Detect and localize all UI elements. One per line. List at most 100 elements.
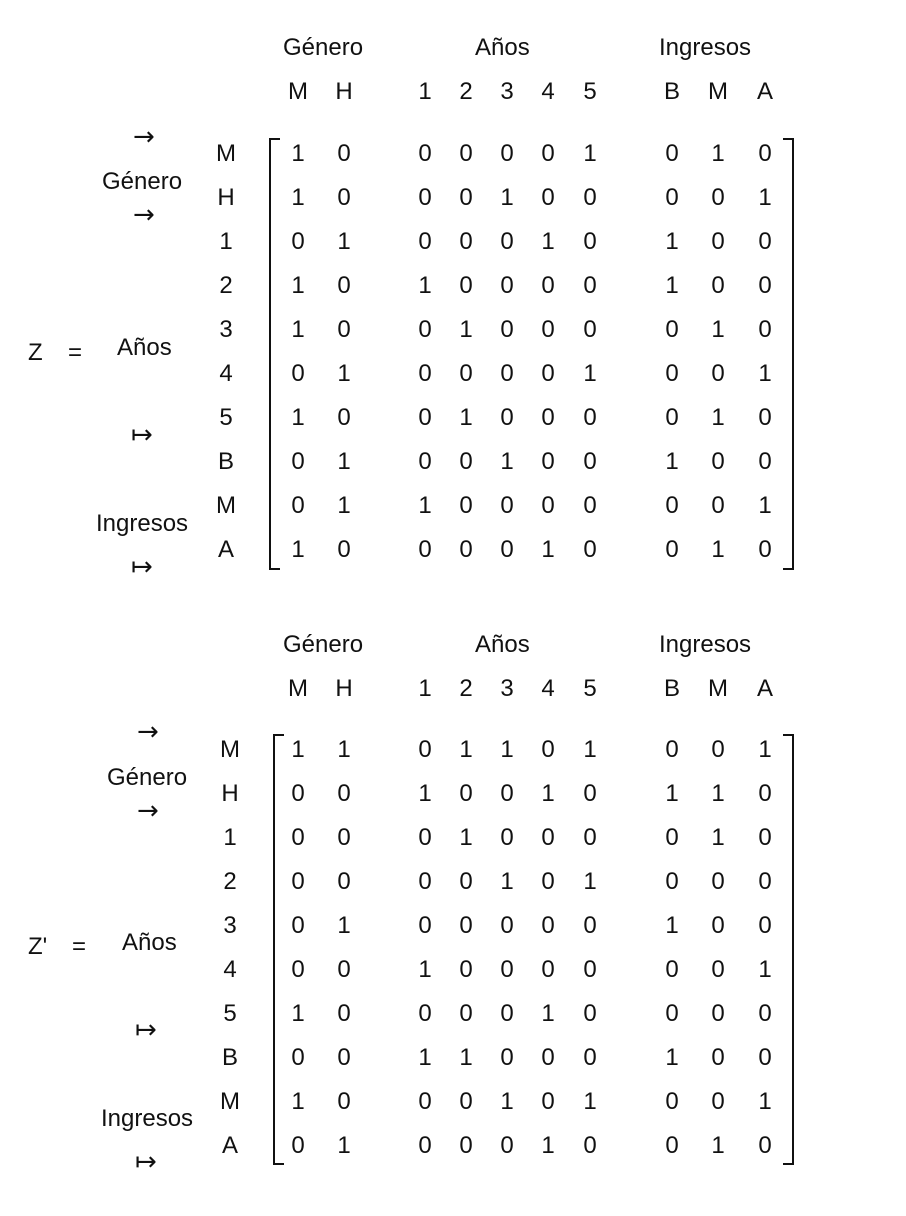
matrix-cell: 0 [583, 404, 597, 431]
matrix-cell: 0 [583, 956, 597, 983]
col-label: M [708, 78, 728, 105]
row-label: B [221, 1044, 239, 1071]
col-label: B [663, 675, 681, 702]
matrix-cell: 1 [665, 780, 679, 807]
matrix-cell: 1 [459, 404, 473, 431]
matrix-right-bracket [783, 138, 794, 570]
matrix-cell: 0 [291, 1044, 305, 1071]
row-label: 4 [223, 956, 237, 983]
matrix-cell: 0 [541, 360, 555, 387]
matrix-z-prime: Género Años Ingresos M H 1 2 3 4 5 B M A… [0, 596, 906, 1192]
matrix-cell: 0 [541, 272, 555, 299]
col-label: 4 [541, 78, 555, 105]
matrix-cell: 0 [665, 404, 679, 431]
matrix-cell: 1 [459, 1044, 473, 1071]
col-label: M [288, 675, 308, 702]
matrix-cell: 1 [291, 140, 305, 167]
matrix-cell: 0 [541, 1088, 555, 1115]
matrix-cell: 1 [758, 492, 772, 519]
matrix-cell: 0 [758, 272, 772, 299]
col-group-ingresos: Ingresos [659, 34, 752, 61]
matrix-cell: 0 [541, 1044, 555, 1071]
matrix-cell: 0 [337, 140, 351, 167]
matrix-cell: 0 [583, 536, 597, 563]
row-label: 5 [223, 1000, 237, 1027]
row-label: A [221, 1132, 239, 1159]
row-group-genero: Género [102, 168, 183, 195]
matrix-cell: 0 [583, 228, 597, 255]
matrix-cell: 0 [665, 360, 679, 387]
matrix-cell: 0 [459, 272, 473, 299]
matrix-cell: 0 [291, 824, 305, 851]
matrix-cell: 1 [291, 1088, 305, 1115]
matrix-cell: 0 [459, 360, 473, 387]
col-group-genero: Género [283, 631, 364, 658]
matrix-cell: 0 [418, 360, 432, 387]
row-label: 3 [219, 316, 233, 343]
matrix-cell: 0 [665, 956, 679, 983]
matrix-cell: 1 [711, 140, 725, 167]
equals-sign: = [68, 339, 83, 366]
matrix-cell: 1 [337, 912, 351, 939]
matrix-cell: 0 [583, 316, 597, 343]
matrix-cell: 0 [665, 492, 679, 519]
matrix-cell: 0 [418, 448, 432, 475]
matrix-cell: 0 [583, 1132, 597, 1159]
matrix-cell: 0 [418, 868, 432, 895]
matrix-cell: 0 [665, 140, 679, 167]
matrix-cell: 1 [665, 448, 679, 475]
matrix-cell: 1 [291, 1000, 305, 1027]
matrix-cell: 1 [711, 1132, 725, 1159]
right-arrow-icon: → [137, 717, 159, 747]
matrix-cell: 1 [500, 184, 514, 211]
matrix-cell: 0 [500, 1044, 514, 1071]
matrix-cell: 0 [418, 824, 432, 851]
matrix-cell: 0 [291, 360, 305, 387]
matrix-cell: 1 [418, 492, 432, 519]
right-arrow-icon: → [137, 796, 159, 826]
matrix-cell: 1 [758, 1088, 772, 1115]
matrix-cell: 0 [291, 228, 305, 255]
matrix-cell: 1 [758, 736, 772, 763]
matrix-cell: 0 [541, 184, 555, 211]
matrix-cell: 1 [337, 1132, 351, 1159]
col-label: B [663, 78, 681, 105]
matrix-cell: 0 [337, 1044, 351, 1071]
matrix-cell: 0 [758, 404, 772, 431]
matrix-cell: 1 [291, 272, 305, 299]
row-group-anos: Años [122, 929, 177, 956]
matrix-cell: 0 [500, 780, 514, 807]
matrix-cell: 1 [711, 316, 725, 343]
matrix-cell: 0 [711, 272, 725, 299]
matrix-cell: 1 [541, 228, 555, 255]
matrix-cell: 1 [500, 868, 514, 895]
matrix-cell: 1 [758, 956, 772, 983]
right-arrow-icon: → [133, 122, 155, 152]
row-label: 2 [223, 868, 237, 895]
matrix-cell: 0 [711, 736, 725, 763]
matrix-cell: 0 [500, 536, 514, 563]
matrix-cell: 0 [541, 492, 555, 519]
matrix-cell: 1 [665, 228, 679, 255]
matrix-cell: 0 [711, 1044, 725, 1071]
row-label: H [221, 780, 239, 807]
col-label: A [756, 675, 774, 702]
matrix-cell: 0 [583, 184, 597, 211]
matrix-cell: 0 [500, 1000, 514, 1027]
matrix-cell: 0 [459, 140, 473, 167]
matrix-cell: 0 [337, 868, 351, 895]
matrix-cell: 0 [665, 184, 679, 211]
row-group-ingresos: Ingresos [96, 510, 189, 537]
matrix-cell: 0 [337, 824, 351, 851]
matrix-cell: 0 [758, 912, 772, 939]
matrix-cell: 1 [418, 956, 432, 983]
row-label: M [220, 736, 240, 763]
matrix-cell: 0 [541, 868, 555, 895]
matrix-cell: 1 [711, 780, 725, 807]
matrix-cell: 0 [418, 228, 432, 255]
matrix-cell: 0 [711, 360, 725, 387]
col-label: 1 [418, 78, 432, 105]
matrix-cell: 0 [758, 1132, 772, 1159]
col-group-ingresos: Ingresos [659, 631, 752, 658]
matrix-cell: 0 [541, 736, 555, 763]
